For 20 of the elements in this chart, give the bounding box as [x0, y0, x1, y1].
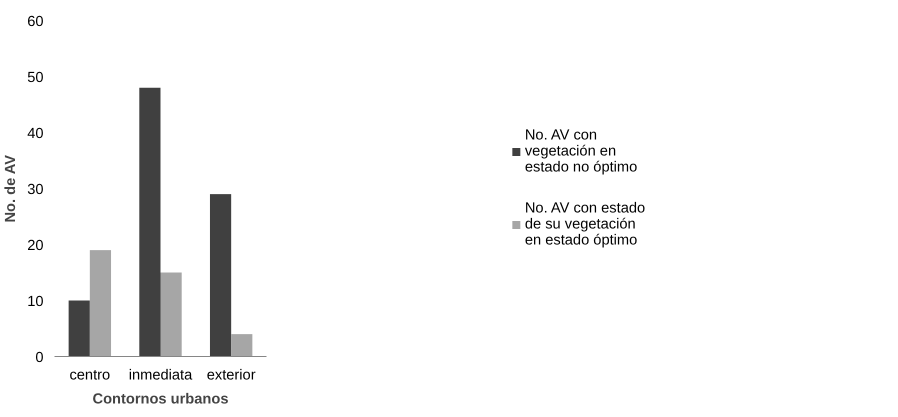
bar [90, 250, 112, 356]
y-tick-label: 10 [27, 294, 44, 310]
legend-label: No. AV con estado de su vegetación en estado óptimo [524, 200, 646, 248]
bar [231, 334, 252, 356]
bar [210, 194, 232, 356]
y-tick-label: 30 [27, 182, 44, 198]
bar [68, 300, 90, 356]
y-tick-label: 0 [35, 350, 44, 366]
bar [139, 88, 160, 356]
x-axis-title: Contornos urbanos [92, 392, 228, 408]
y-tick-label: 40 [27, 126, 44, 142]
x-tick-label: centro [69, 368, 110, 384]
y-axis-title: No. de AV [3, 154, 20, 223]
y-tick-label: 50 [27, 70, 44, 86]
y-tick-label: 20 [27, 238, 44, 254]
x-tick-label: inmediata [128, 368, 194, 384]
y-tick-label: 60 [27, 14, 44, 30]
legend-label: No. AV con vegetación en estado no óptimo [524, 128, 638, 176]
bar [160, 272, 182, 356]
x-tick-label: exterior [206, 368, 256, 384]
